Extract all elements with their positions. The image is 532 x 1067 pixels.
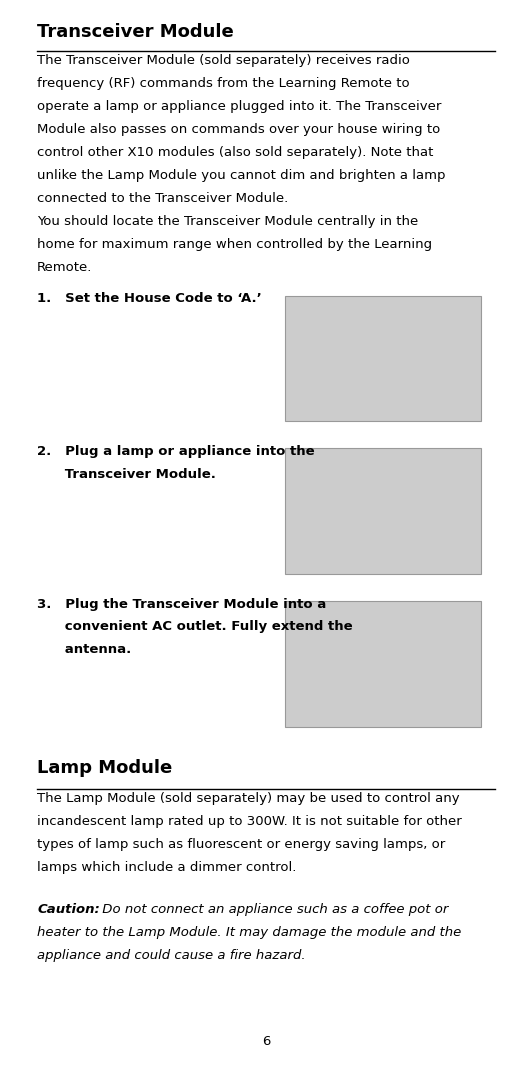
Text: Caution:: Caution: <box>37 903 100 915</box>
Text: The Lamp Module (sold separately) may be used to control any: The Lamp Module (sold separately) may be… <box>37 792 460 805</box>
Text: 3.   Plug the Transceiver Module into a: 3. Plug the Transceiver Module into a <box>37 598 327 610</box>
Text: 6: 6 <box>262 1035 270 1048</box>
Text: convenient AC outlet. Fully extend the: convenient AC outlet. Fully extend the <box>37 620 353 634</box>
Text: Remote.: Remote. <box>37 260 93 274</box>
Text: 1.   Set the House Code to ‘A.’: 1. Set the House Code to ‘A.’ <box>37 292 262 305</box>
Text: antenna.: antenna. <box>37 643 131 656</box>
Bar <box>285 601 481 727</box>
Text: types of lamp such as fluorescent or energy saving lamps, or: types of lamp such as fluorescent or ene… <box>37 838 445 850</box>
Text: appliance and could cause a fire hazard.: appliance and could cause a fire hazard. <box>37 949 306 961</box>
Text: heater to the Lamp Module. It may damage the module and the: heater to the Lamp Module. It may damage… <box>37 925 461 939</box>
Text: Module also passes on commands over your house wiring to: Module also passes on commands over your… <box>37 123 440 137</box>
Text: frequency (RF) commands from the Learning Remote to: frequency (RF) commands from the Learnin… <box>37 77 410 91</box>
Text: Transceiver Module.: Transceiver Module. <box>37 467 216 481</box>
Text: incandescent lamp rated up to 300W. It is not suitable for other: incandescent lamp rated up to 300W. It i… <box>37 814 462 828</box>
Text: control other X10 modules (also sold separately). Note that: control other X10 modules (also sold sep… <box>37 146 434 159</box>
Text: You should locate the Transceiver Module centrally in the: You should locate the Transceiver Module… <box>37 214 419 228</box>
Text: unlike the Lamp Module you cannot dim and brighten a lamp: unlike the Lamp Module you cannot dim an… <box>37 169 446 182</box>
Bar <box>285 296 481 421</box>
Text: 2.   Plug a lamp or appliance into the: 2. Plug a lamp or appliance into the <box>37 445 315 458</box>
Text: The Transceiver Module (sold separately) receives radio: The Transceiver Module (sold separately)… <box>37 54 410 67</box>
Text: lamps which include a dimmer control.: lamps which include a dimmer control. <box>37 860 297 874</box>
Text: operate a lamp or appliance plugged into it. The Transceiver: operate a lamp or appliance plugged into… <box>37 100 442 113</box>
Text: home for maximum range when controlled by the Learning: home for maximum range when controlled b… <box>37 238 433 251</box>
Text: Lamp Module: Lamp Module <box>37 759 172 777</box>
Text: Do not connect an appliance such as a coffee pot or: Do not connect an appliance such as a co… <box>98 903 449 915</box>
Text: connected to the Transceiver Module.: connected to the Transceiver Module. <box>37 192 288 205</box>
Text: Transceiver Module: Transceiver Module <box>37 23 234 42</box>
Bar <box>285 448 481 574</box>
